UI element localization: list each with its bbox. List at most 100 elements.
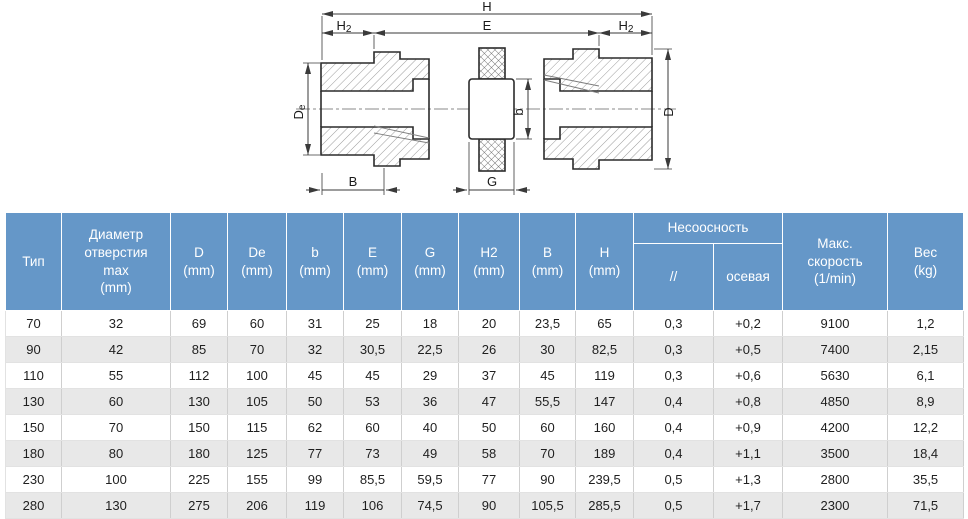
spec-table-body: 70 32 69 60 31 25 18 20 23,5 65 0,3 +0,2 9100 1,2 90 42… — [5, 310, 965, 519]
table-cell: +0,6 — [713, 362, 784, 389]
dim-label-de: De — [291, 104, 308, 119]
col-header-max-speed: Макс. скорость (1/min) — [782, 212, 889, 311]
spec-table: Тип Диаметр отверстия max (mm) D (mm) De… — [5, 212, 965, 519]
table-cell: 0,5 — [633, 466, 714, 493]
table-cell: 60 — [343, 414, 402, 441]
left-hub — [320, 51, 430, 167]
table-cell: 112 — [170, 362, 228, 389]
table-cell: 155 — [227, 466, 287, 493]
table-cell: 20 — [458, 310, 520, 337]
table-cell: 110 — [5, 362, 62, 389]
table-cell: 106 — [343, 492, 402, 519]
table-cell: 73 — [343, 440, 402, 467]
table-cell: 100 — [227, 362, 287, 389]
table-cell: 0,3 — [633, 362, 714, 389]
table-cell: 5630 — [782, 362, 889, 389]
col-header-d: D (mm) — [170, 212, 228, 311]
table-row: 230 100 225 155 99 85,5 59,5 77 90 239,5 0,5 +1,3 28… — [5, 466, 965, 493]
table-cell: 59,5 — [401, 466, 459, 493]
table-cell: 70 — [61, 414, 171, 441]
col-header-h2: H2 (mm) — [458, 212, 520, 311]
table-cell: 2800 — [782, 466, 889, 493]
dim-label-b-cap: B — [349, 174, 358, 189]
right-hub-top-section — [543, 48, 653, 92]
table-cell: 29 — [401, 362, 459, 389]
table-cell: 4850 — [782, 388, 889, 415]
table-cell: 99 — [286, 466, 344, 493]
table-cell: 30,5 — [343, 336, 402, 363]
left-hub-taper-lines — [373, 125, 430, 144]
col-header-weight: Вес (kg) — [887, 212, 965, 311]
table-cell: 55 — [61, 362, 171, 389]
table-cell: 35,5 — [887, 466, 965, 493]
table-cell: 115 — [227, 414, 287, 441]
table-cell: 7400 — [782, 336, 889, 363]
table-cell: +1,7 — [713, 492, 784, 519]
col-header-b-cap: B (mm) — [519, 212, 576, 311]
table-cell: 125 — [227, 440, 287, 467]
table-cell: 225 — [170, 466, 228, 493]
table-cell: 45 — [519, 362, 576, 389]
table-cell: 105 — [227, 388, 287, 415]
col-header-de: De (mm) — [227, 212, 287, 311]
table-cell: 2300 — [782, 492, 889, 519]
table-cell: 62 — [286, 414, 344, 441]
right-hub-bottom-section — [543, 126, 653, 170]
left-hub-bottom-section — [320, 126, 430, 167]
table-cell: 230 — [5, 466, 62, 493]
table-cell: 50 — [458, 414, 520, 441]
table-cell: 147 — [575, 388, 634, 415]
table-row: 90 42 85 70 32 30,5 22,5 26 30 82,5 0,3 +0,5 7400 2,1… — [5, 336, 965, 363]
table-cell: 150 — [170, 414, 228, 441]
table-cell: 0,3 — [633, 336, 714, 363]
table-cell: 36 — [401, 388, 459, 415]
right-hub-taper-lines — [543, 74, 600, 94]
table-cell: 180 — [170, 440, 228, 467]
table-cell: 285,5 — [575, 492, 634, 519]
spider — [468, 47, 515, 172]
table-cell: 26 — [458, 336, 520, 363]
table-cell: 2,15 — [887, 336, 965, 363]
col-header-g: G (mm) — [401, 212, 459, 311]
spider-bottom-tooth — [478, 138, 506, 172]
table-cell: 130 — [170, 388, 228, 415]
table-cell: 70 — [5, 310, 62, 337]
table-cell: 150 — [5, 414, 62, 441]
table-cell: 53 — [343, 388, 402, 415]
table-cell: 105,5 — [519, 492, 576, 519]
table-cell: 37 — [458, 362, 520, 389]
table-cell: 130 — [5, 388, 62, 415]
table-cell: 6,1 — [887, 362, 965, 389]
dim-label-g: G — [487, 174, 497, 189]
table-cell: +0,5 — [713, 336, 784, 363]
table-cell: 90 — [519, 466, 576, 493]
table-cell: 90 — [5, 336, 62, 363]
table-cell: 40 — [401, 414, 459, 441]
table-cell: 0,4 — [633, 388, 714, 415]
col-header-misalignment-group: Несоосность — [632, 212, 784, 244]
table-cell: 70 — [227, 336, 287, 363]
table-cell: 60 — [61, 388, 171, 415]
table-cell: 100 — [61, 466, 171, 493]
dimension-labels: H H2 E H2 De D b B G — [291, 0, 676, 189]
table-cell: 71,5 — [887, 492, 965, 519]
table-cell: 49 — [401, 440, 459, 467]
table-row: 110 55 112 100 45 45 29 37 45 119 0,3 +0,6 5630 6,1 — [5, 362, 965, 389]
table-cell: 85,5 — [343, 466, 402, 493]
col-header-e: E (mm) — [343, 212, 402, 311]
dim-label-h: H — [482, 0, 491, 14]
table-cell: 0,4 — [633, 414, 714, 441]
table-cell: 206 — [227, 492, 287, 519]
dim-label-h2-right: H2 — [619, 18, 634, 35]
table-cell: 77 — [286, 440, 344, 467]
table-cell: 18,4 — [887, 440, 965, 467]
table-cell: 55,5 — [519, 388, 576, 415]
table-cell: 85 — [170, 336, 228, 363]
col-header-b: b (mm) — [286, 212, 344, 311]
table-cell: +1,3 — [713, 466, 784, 493]
table-cell: 9100 — [782, 310, 889, 337]
table-cell: 189 — [575, 440, 634, 467]
table-row: 180 80 180 125 77 73 49 58 70 189 0,4 +1,1 3500 18,4 — [5, 440, 965, 467]
coupling-diagram: H H2 E H2 De D b B G — [0, 0, 968, 212]
table-cell: 60 — [519, 414, 576, 441]
